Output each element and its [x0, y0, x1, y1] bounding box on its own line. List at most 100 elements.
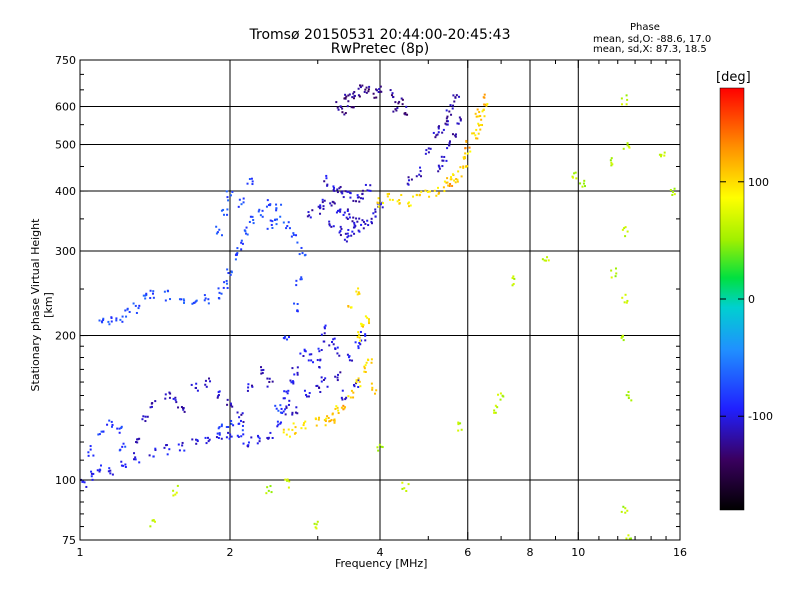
data-point — [371, 388, 374, 391]
data-point — [239, 419, 242, 422]
data-point — [627, 397, 630, 400]
data-point — [154, 449, 157, 452]
data-point — [344, 93, 347, 96]
data-point — [175, 401, 178, 404]
data-point — [169, 298, 172, 301]
data-point — [164, 397, 167, 400]
data-point — [109, 472, 112, 475]
data-point — [331, 412, 334, 415]
data-point — [357, 291, 360, 294]
data-point — [481, 124, 484, 127]
data-point — [445, 120, 448, 123]
data-point — [446, 120, 449, 123]
data-point — [292, 422, 295, 425]
colorbar-ticks: 100 0 -100 — [720, 176, 773, 423]
data-point — [240, 241, 243, 244]
data-point — [441, 165, 444, 168]
y-tick-label: 600 — [55, 101, 76, 114]
data-point — [394, 108, 397, 111]
data-point — [398, 202, 401, 205]
data-point — [418, 194, 421, 197]
data-point — [240, 435, 243, 438]
data-point — [244, 230, 247, 233]
data-point — [360, 324, 363, 327]
data-point — [276, 425, 279, 428]
data-point — [108, 323, 111, 326]
data-point — [230, 271, 233, 274]
data-point — [324, 377, 327, 380]
data-point — [493, 409, 496, 412]
data-point — [463, 155, 466, 158]
data-point — [451, 133, 454, 136]
data-point — [610, 164, 613, 167]
data-point — [274, 404, 277, 407]
data-point — [349, 196, 352, 199]
data-point — [176, 484, 179, 487]
data-point — [332, 338, 335, 341]
data-point — [440, 155, 443, 158]
data-point — [182, 298, 185, 301]
data-point — [195, 299, 198, 302]
data-point — [346, 217, 349, 220]
data-point — [339, 105, 342, 108]
data-point — [611, 163, 614, 166]
data-point — [390, 94, 393, 97]
data-point — [353, 90, 356, 93]
data-point — [98, 470, 101, 473]
data-point — [357, 87, 360, 90]
data-point — [482, 96, 485, 99]
data-point — [610, 269, 613, 272]
data-point — [415, 193, 418, 196]
data-point — [303, 389, 306, 392]
data-point — [180, 406, 183, 409]
data-point — [195, 382, 198, 385]
data-point — [347, 356, 350, 359]
data-point — [204, 436, 207, 439]
data-point — [371, 386, 374, 389]
data-point — [434, 136, 437, 139]
data-point — [353, 226, 356, 229]
data-point — [89, 445, 92, 448]
data-point — [314, 526, 317, 529]
data-point — [478, 111, 481, 114]
data-point — [579, 182, 582, 185]
data-point — [325, 174, 328, 177]
data-point — [347, 100, 350, 103]
data-point — [300, 278, 303, 281]
data-point — [476, 137, 479, 140]
data-point — [302, 354, 305, 357]
data-point — [178, 298, 181, 301]
data-point — [168, 396, 171, 399]
data-point — [361, 323, 364, 326]
data-point — [407, 483, 410, 486]
data-point — [291, 380, 294, 383]
data-point — [296, 371, 299, 374]
data-point — [459, 119, 462, 122]
data-point — [269, 431, 272, 434]
data-point — [353, 385, 356, 388]
data-point — [663, 151, 666, 154]
data-point — [257, 210, 260, 213]
data-point — [317, 205, 320, 208]
data-point — [295, 279, 298, 282]
data-point — [175, 491, 178, 494]
data-point — [318, 366, 321, 369]
data-point — [364, 333, 367, 336]
data-point — [122, 464, 125, 467]
data-point — [358, 95, 361, 98]
data-point — [207, 298, 210, 301]
data-point — [217, 296, 220, 299]
data-point — [362, 220, 365, 223]
data-point — [118, 427, 121, 430]
data-point — [358, 380, 361, 383]
data-point — [247, 383, 250, 386]
data-point — [282, 431, 285, 434]
data-point — [97, 433, 100, 436]
data-point — [115, 319, 118, 322]
data-point — [355, 379, 358, 382]
data-point — [405, 490, 408, 493]
data-point — [479, 114, 482, 117]
data-point — [240, 203, 243, 206]
x-tick-label: 8 — [527, 546, 534, 559]
